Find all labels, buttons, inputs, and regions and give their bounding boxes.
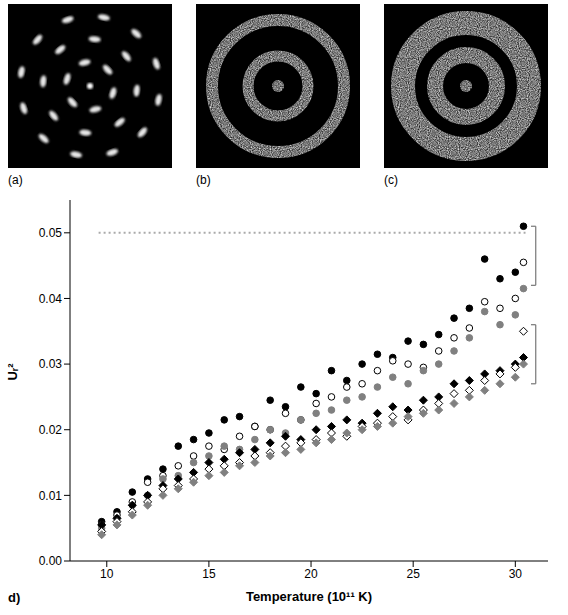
- svg-text:0.04: 0.04: [39, 292, 63, 306]
- html-text:(b): (b): [196, 173, 211, 187]
- svg-text:0.03: 0.03: [39, 357, 63, 371]
- html-text:(a): (a): [8, 173, 23, 187]
- svg-text:15: 15: [202, 567, 216, 581]
- html-text:(c): (c): [384, 173, 398, 187]
- svg-text:Uᵣ²: Uᵣ²: [5, 363, 20, 381]
- svg-text:10: 10: [100, 567, 114, 581]
- svg-text:30: 30: [509, 567, 523, 581]
- svg-text:0.02: 0.02: [39, 423, 63, 437]
- svg-text:0.00: 0.00: [39, 554, 63, 568]
- svg-text:25: 25: [406, 567, 420, 581]
- html-text:d): d): [8, 590, 21, 605]
- svg-text:0.01: 0.01: [39, 489, 63, 503]
- svg-text:Temperature (10¹¹ K): Temperature (10¹¹ K): [246, 589, 372, 604]
- svg-text:0.05: 0.05: [39, 226, 63, 240]
- svg-text:20: 20: [304, 567, 318, 581]
